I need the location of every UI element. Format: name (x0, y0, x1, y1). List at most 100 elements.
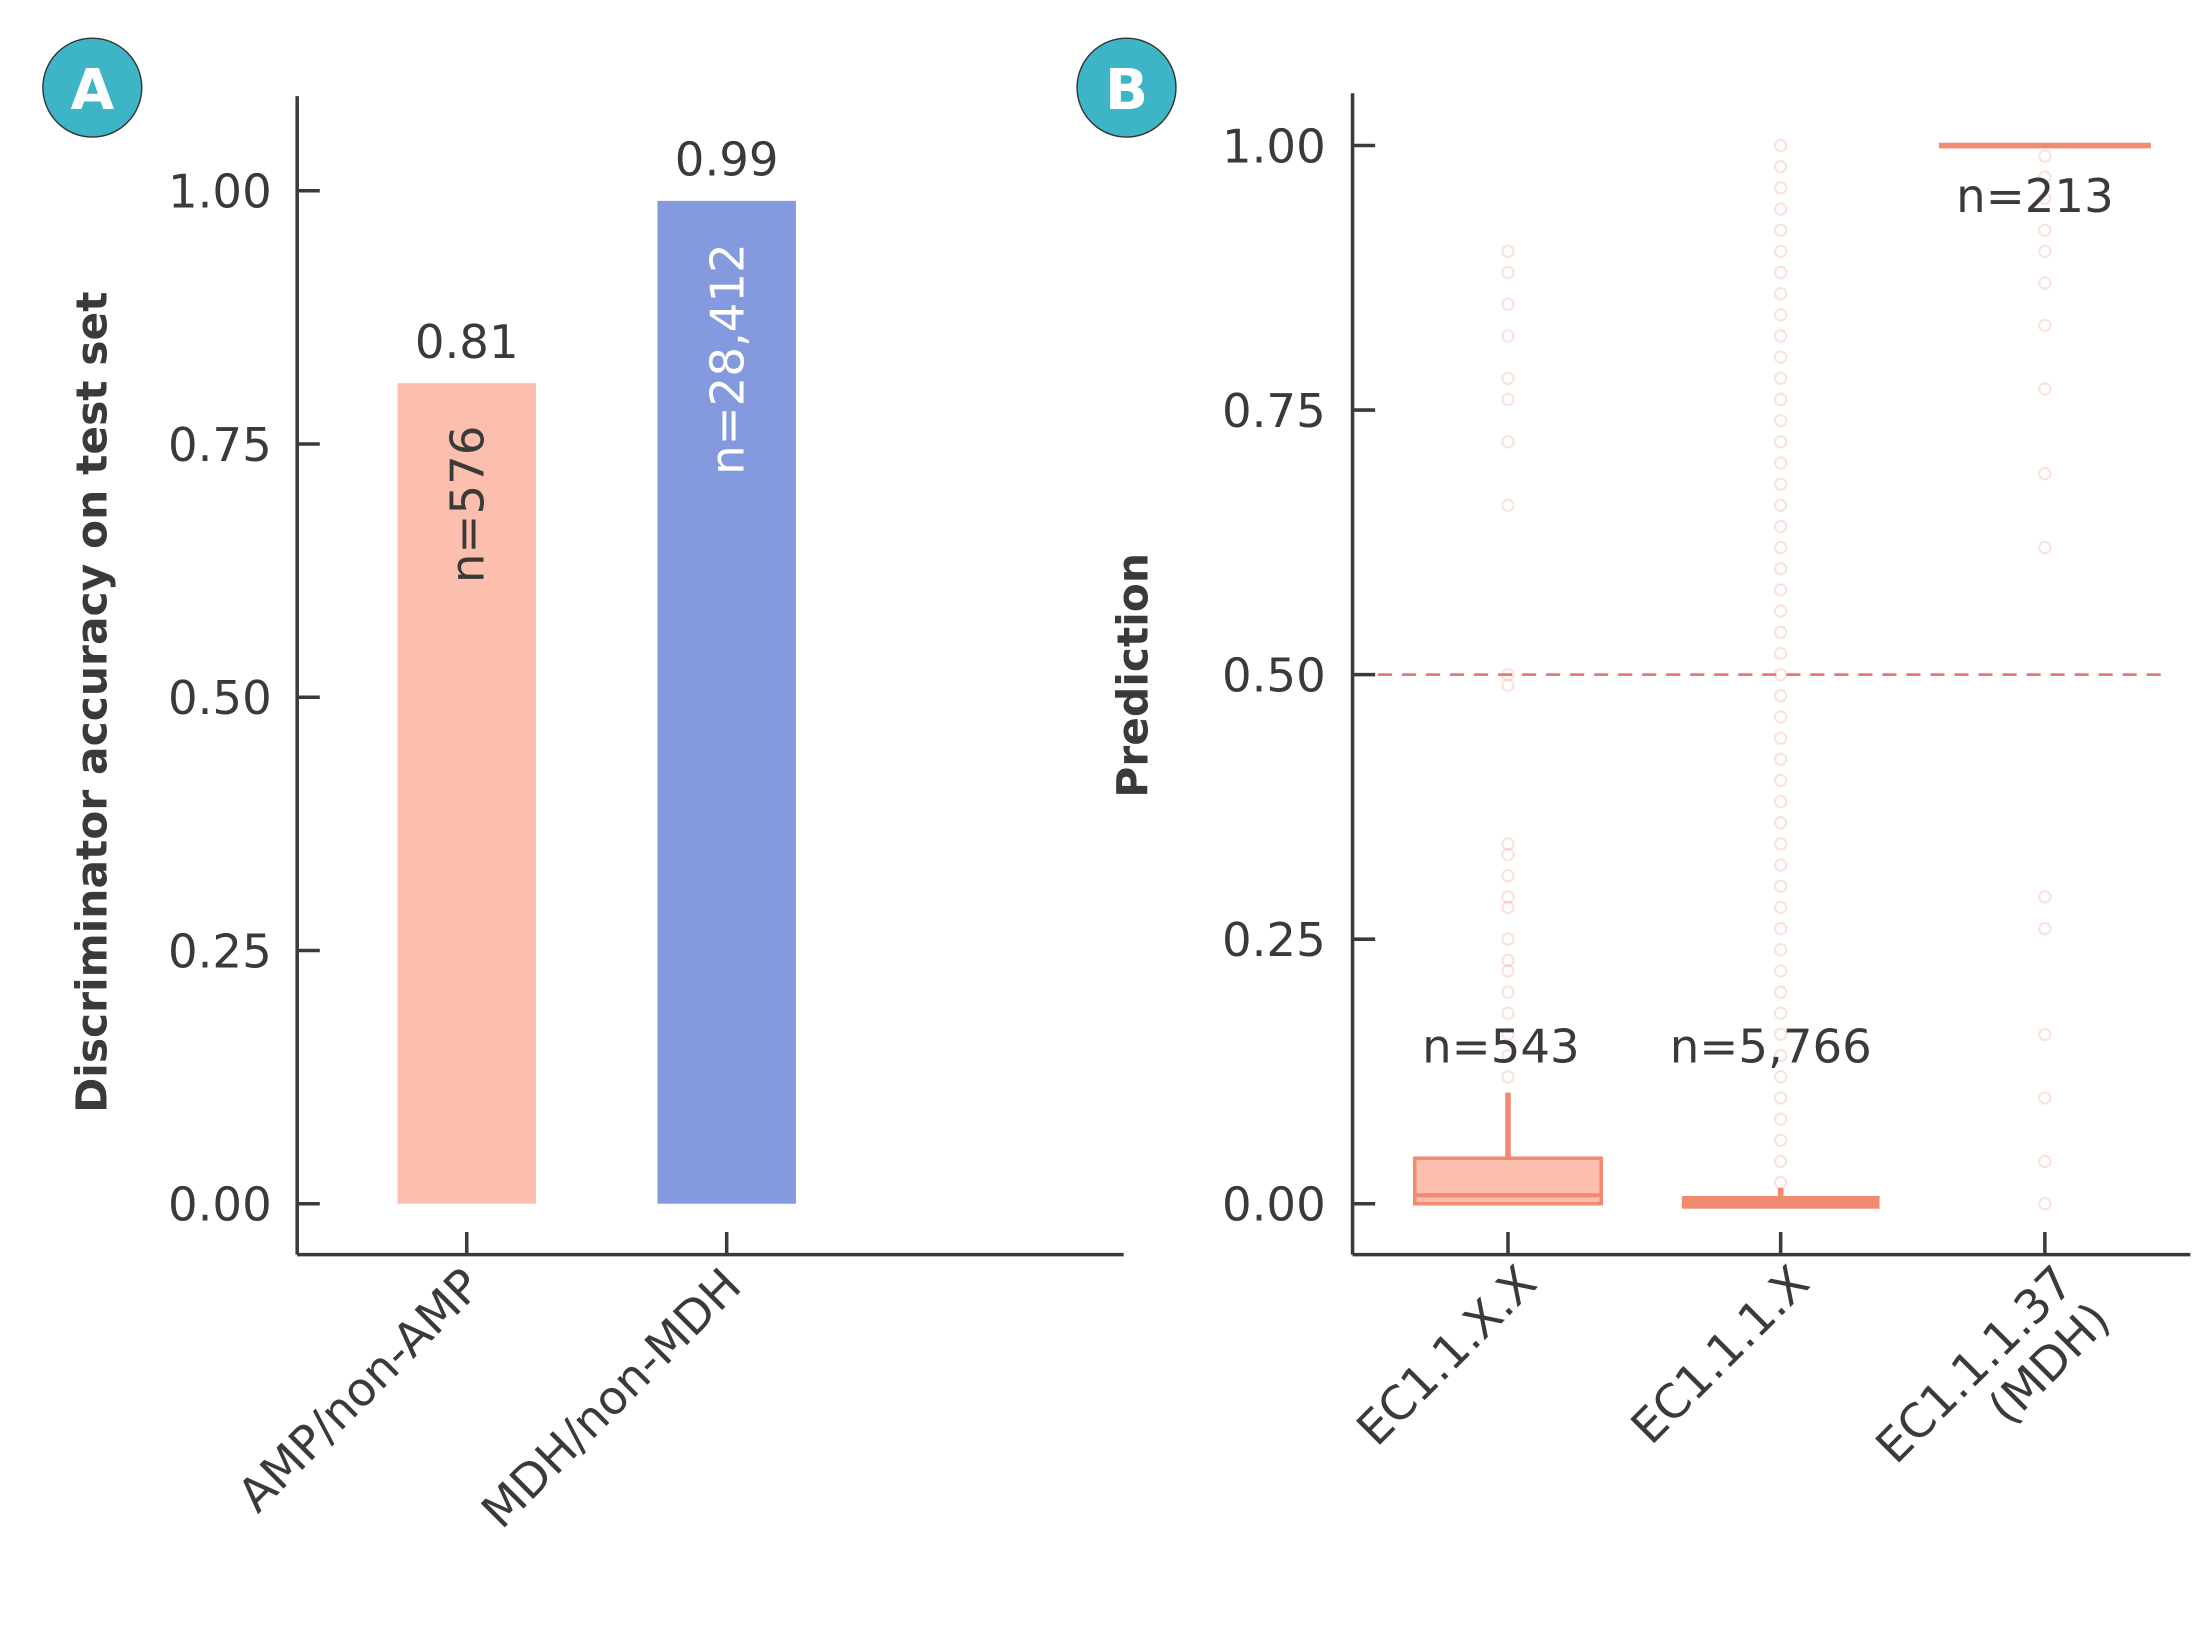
outlier-point (1773, 286, 1788, 301)
outlier-point (1501, 329, 1515, 343)
outlier-point (1773, 477, 1788, 491)
outlier-point (2038, 170, 2052, 184)
outlier-point (1773, 964, 1788, 978)
outlier-point (1773, 1112, 1788, 1126)
outlier-point (1773, 1027, 1788, 1042)
outlier-point (2038, 1091, 2052, 1105)
outlier-point (2038, 244, 2052, 259)
outlier-point (1773, 1154, 1788, 1169)
y-tick-label: 0.75 (168, 418, 272, 472)
outlier-point (1773, 794, 1788, 809)
outlier-point (1773, 1070, 1788, 1084)
outlier-point (1773, 519, 1788, 534)
y-tick-label: 0.00 (1222, 1178, 1326, 1232)
outlier-point (1773, 921, 1788, 936)
outlier-point (2038, 1027, 2052, 1042)
outlier-point (2038, 318, 2052, 333)
x-tick-label: EC1.1.X.X (1346, 1255, 1547, 1456)
outlier-point (1501, 667, 1515, 682)
outlier-point (2038, 466, 2052, 481)
outlier-point (1773, 879, 1788, 893)
outlier-point (1501, 244, 1515, 259)
outlier-point (1773, 625, 1788, 640)
outlier-point (1773, 138, 1788, 153)
outlier-point (2038, 890, 2052, 904)
outlier-point (1501, 678, 1515, 692)
outlier-point (2038, 276, 2052, 290)
outlier-point (1501, 1048, 1515, 1063)
bar-value-label: 0.81 (415, 315, 519, 369)
x-tick-label: EC1.1.1.X (1621, 1255, 1820, 1454)
outlier-point (1501, 953, 1515, 968)
n-label: n=213 (1956, 169, 2114, 223)
outlier-point (1501, 932, 1515, 946)
outlier-point (1773, 837, 1788, 851)
outlier-point (2038, 1154, 2052, 1169)
outlier-point (1501, 297, 1515, 311)
outlier-point (1773, 1175, 1788, 1190)
n-label: n=543 (1422, 1019, 1580, 1073)
outlier-point (1773, 329, 1788, 343)
badge-b-label: B (1105, 58, 1148, 123)
outlier-point (1773, 435, 1788, 449)
box (1681, 1195, 1880, 1209)
outlier-point (1773, 265, 1788, 280)
bar-value-label: 0.99 (675, 132, 779, 186)
outlier-point (1501, 392, 1515, 407)
outlier-point (1773, 413, 1788, 428)
outlier-point (1773, 498, 1788, 513)
outlier-point (1773, 244, 1788, 259)
bar-n-label: n=576 (441, 426, 495, 584)
outlier-point (1501, 265, 1515, 280)
outlier-point (1773, 540, 1788, 555)
outlier-point (1501, 435, 1515, 449)
x-tick-label: MDH/non-MDH (471, 1258, 751, 1538)
outlier-point (1773, 202, 1788, 216)
outlier-point (1773, 773, 1788, 788)
bar (397, 383, 536, 1204)
outlier-point (2038, 149, 2052, 163)
y-axis-label: Discriminator accuracy on test set (67, 291, 116, 1112)
outlier-point (1773, 858, 1788, 872)
outlier-point (1501, 847, 1515, 862)
outlier-point (1773, 159, 1788, 174)
outlier-point (1773, 350, 1788, 364)
y-tick-label: 1.00 (1222, 119, 1326, 173)
outlier-point (1773, 689, 1788, 703)
n-label: n=5,766 (1670, 1019, 1872, 1073)
y-tick-label: 0.00 (168, 1178, 272, 1232)
outlier-point (1501, 837, 1515, 851)
panel-a: 0.00 0.25 0.50 0.75 1.00 Discriminator accura… (67, 96, 1124, 1538)
outlier-point (1773, 456, 1788, 470)
outlier-point (2038, 223, 2052, 237)
y-axis-label: Prediction (1109, 553, 1158, 798)
outlier-point (1773, 731, 1788, 745)
outlier-point (1773, 816, 1788, 830)
outlier-point (1773, 308, 1788, 322)
outlier-point (1773, 1133, 1788, 1147)
outlier-point (1773, 604, 1788, 618)
outlier-point (1501, 498, 1515, 513)
outlier-point (1773, 943, 1788, 957)
y-tick-label: 0.50 (168, 671, 272, 725)
outlier-point (1773, 371, 1788, 386)
y-tick-label: 0.75 (1222, 384, 1326, 438)
outlier-point (1773, 181, 1788, 195)
outlier-point (1501, 985, 1515, 999)
outlier-point (1773, 752, 1788, 766)
outlier-point (1773, 900, 1788, 915)
outlier-point (1773, 223, 1788, 237)
outlier-point (2038, 921, 2052, 936)
y-tick-label: 0.25 (1222, 913, 1326, 967)
badge-a: A (42, 37, 143, 138)
outlier-point (2038, 540, 2052, 555)
y-tick-label: 1.00 (168, 165, 272, 219)
badge-a-label: A (70, 58, 114, 123)
outlier-point (1773, 1091, 1788, 1105)
outlier-point (1501, 371, 1515, 386)
outlier-point (1773, 1006, 1788, 1020)
outlier-point (1501, 1070, 1515, 1084)
y-tick-label: 0.50 (1222, 649, 1326, 703)
outlier-point (1773, 583, 1788, 597)
